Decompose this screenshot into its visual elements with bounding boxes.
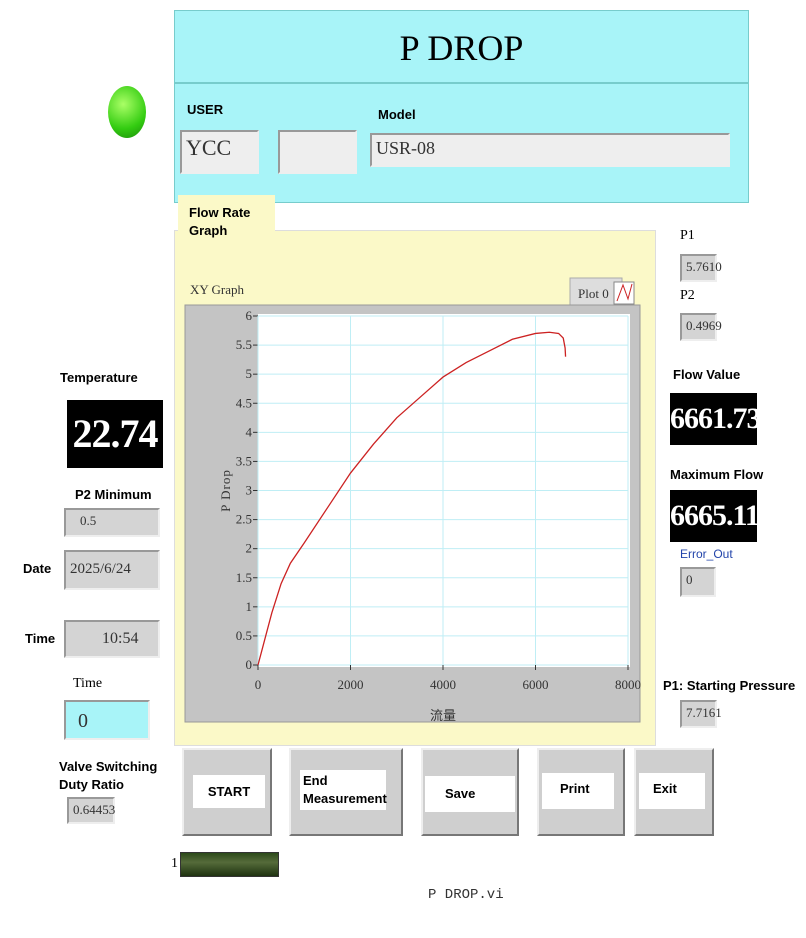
control[interactable]: 0 bbox=[64, 700, 150, 740]
y-tick-label: 2.5 bbox=[236, 512, 252, 527]
y-tick-label: 1 bbox=[246, 599, 253, 614]
button-label: End Measurement bbox=[300, 770, 387, 810]
label: Time bbox=[73, 676, 103, 691]
graph: XY Graph Plot 000.511.522.533.544.555.560… bbox=[184, 277, 641, 723]
user-field[interactable]: YCC bbox=[180, 130, 259, 174]
label: Time bbox=[25, 631, 56, 646]
x-tick-label: 0 bbox=[255, 677, 262, 692]
button-label: Print bbox=[542, 773, 614, 809]
x-tick-label: 6000 bbox=[523, 677, 549, 692]
x-tick-label: 2000 bbox=[338, 677, 364, 692]
y-tick-label: 5.5 bbox=[236, 337, 252, 352]
label: Date bbox=[23, 561, 52, 576]
y-tick-label: 0.5 bbox=[236, 628, 252, 643]
indicator: 7.7161 bbox=[680, 700, 722, 728]
indicator: 5.7610 bbox=[680, 254, 722, 282]
y-tick-label: 6 bbox=[246, 308, 253, 323]
control[interactable]: 0.5 bbox=[64, 508, 160, 537]
indicator: 0.64453 bbox=[67, 797, 115, 824]
button-label: Exit bbox=[639, 773, 705, 809]
indicator: 10:54 bbox=[64, 620, 160, 658]
title: P DROP bbox=[399, 28, 524, 68]
led bbox=[108, 86, 146, 138]
label: Model bbox=[378, 107, 416, 122]
label: USER bbox=[187, 102, 224, 117]
label: 1 bbox=[171, 856, 178, 871]
button[interactable]: End Measurement bbox=[289, 748, 403, 836]
y-tick-label: 2 bbox=[246, 541, 253, 556]
series-line bbox=[257, 331, 567, 666]
button[interactable]: Save bbox=[421, 748, 519, 836]
x-axis-label: 流量 bbox=[430, 708, 456, 723]
y-tick-label: 1.5 bbox=[236, 570, 252, 585]
legend-entry: Plot 0 bbox=[578, 286, 609, 301]
y-tick-label: 5 bbox=[246, 366, 253, 381]
button-label: START bbox=[193, 775, 265, 808]
header: P DROP bbox=[174, 10, 749, 83]
tab[interactable]: Flow Rate Graph bbox=[178, 195, 275, 238]
y-tick-label: 0 bbox=[246, 657, 253, 672]
label: Valve Switching Duty Ratio bbox=[59, 759, 158, 792]
label: P1: Starting Pressure bbox=[663, 678, 796, 693]
y-tick-label: 4 bbox=[246, 424, 253, 439]
footer: P DROP.vi bbox=[428, 887, 504, 903]
label: P2 Minimum bbox=[75, 487, 152, 502]
y-axis-label: P Drop bbox=[218, 469, 233, 512]
label: Maximum Flow bbox=[670, 467, 764, 482]
button-label: Save bbox=[425, 776, 515, 812]
button[interactable]: START bbox=[182, 748, 272, 836]
legend-line bbox=[616, 283, 633, 302]
indicator: 6661.73 bbox=[670, 393, 762, 445]
indicator: 6665.11 bbox=[670, 490, 760, 542]
label: P2 bbox=[680, 288, 695, 303]
graph-title: XY Graph bbox=[190, 282, 245, 297]
label: Flow Value bbox=[673, 367, 741, 382]
y-tick-label: 4.5 bbox=[236, 395, 252, 410]
field[interactable] bbox=[278, 130, 357, 174]
indicator: 0 bbox=[680, 567, 716, 597]
button[interactable]: Print bbox=[537, 748, 625, 836]
indicator: 0.4969 bbox=[680, 313, 722, 341]
model-field[interactable]: USR-08 bbox=[370, 133, 730, 167]
x-tick-label: 8000 bbox=[615, 677, 641, 692]
label: Error_Out bbox=[680, 547, 733, 561]
x-tick-label: 4000 bbox=[430, 677, 456, 692]
label: Temperature bbox=[60, 370, 138, 385]
y-tick-label: 3.5 bbox=[236, 453, 252, 468]
legend-swatch bbox=[613, 281, 635, 305]
label: P1 bbox=[680, 228, 695, 243]
y-tick-label: 3 bbox=[246, 483, 253, 498]
indicator: 2025/6/24 bbox=[64, 550, 160, 590]
progress-bar bbox=[180, 852, 279, 877]
button[interactable]: Exit bbox=[634, 748, 714, 836]
indicator: 22.74 bbox=[67, 400, 163, 468]
